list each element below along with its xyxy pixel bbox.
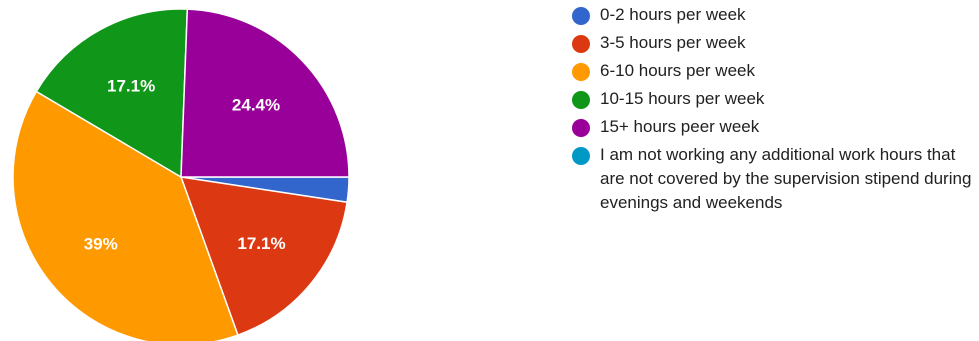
legend-label: 0-2 hours per week [600,5,746,24]
legend-item-10-15-hours[interactable]: 10-15 hours per week [572,89,972,111]
legend-swatch [572,147,590,165]
legend-label: I am not working any additional work hou… [600,145,972,212]
legend-swatch [572,7,590,25]
pie-slice-10-15-hours-per-week[interactable] [35,8,189,179]
pie-slice-3-5-hours-per-week[interactable] [179,176,348,337]
pie-slice-label: 17.1% [237,234,285,253]
legend-swatch [572,35,590,53]
legend-item-3-5-hours[interactable]: 3-5 hours per week [572,33,972,55]
pie-slice-6-10-hours-per-week[interactable] [12,90,239,341]
pie-slice-label: 17.1% [107,77,155,96]
pie-slice-labels: 17.1% 39% 17.1% 24.4% [84,77,286,254]
legend-swatch [572,119,590,137]
pie-chart-plot: 17.1% 39% 17.1% 24.4% [12,8,350,341]
legend-item-6-10-hours[interactable]: 6-10 hours per week [572,61,972,83]
pie-slices [12,8,350,341]
pie-slice-15-hours-peer-week[interactable] [180,8,350,178]
pie-slice-label: 39% [84,234,118,253]
legend-label: 10-15 hours per week [600,89,765,108]
legend-swatch [572,63,590,81]
legend-item-0-2-hours[interactable]: 0-2 hours per week [572,5,972,27]
legend-item-not-working-additional[interactable]: I am not working any additional work hou… [572,145,972,215]
pie-slice-label: 24.4% [232,96,280,115]
legend-item-15-plus-hours[interactable]: 15+ hours peer week [572,117,972,139]
legend-swatch [572,91,590,109]
legend-label: 15+ hours peer week [600,117,760,136]
legend: 0-2 hours per week 3-5 hours per week 6-… [572,5,972,222]
legend-label: 3-5 hours per week [600,33,746,52]
legend-label: 6-10 hours per week [600,61,755,80]
